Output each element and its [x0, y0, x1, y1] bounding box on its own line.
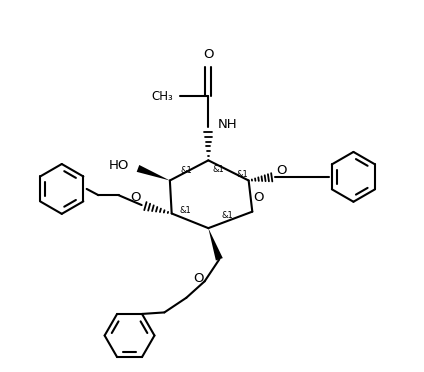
Text: &1: &1 — [212, 165, 224, 174]
Polygon shape — [208, 228, 223, 260]
Text: O: O — [193, 272, 204, 285]
Polygon shape — [137, 165, 170, 180]
Text: &1: &1 — [180, 206, 192, 215]
Text: CH₃: CH₃ — [152, 90, 173, 103]
Text: &1: &1 — [237, 170, 248, 179]
Text: NH: NH — [218, 118, 237, 131]
Text: HO: HO — [109, 159, 129, 172]
Text: O: O — [203, 48, 214, 61]
Text: O: O — [254, 191, 264, 204]
Text: O: O — [276, 164, 287, 177]
Text: O: O — [131, 191, 141, 204]
Text: &1: &1 — [222, 211, 234, 220]
Text: &1: &1 — [181, 166, 192, 175]
